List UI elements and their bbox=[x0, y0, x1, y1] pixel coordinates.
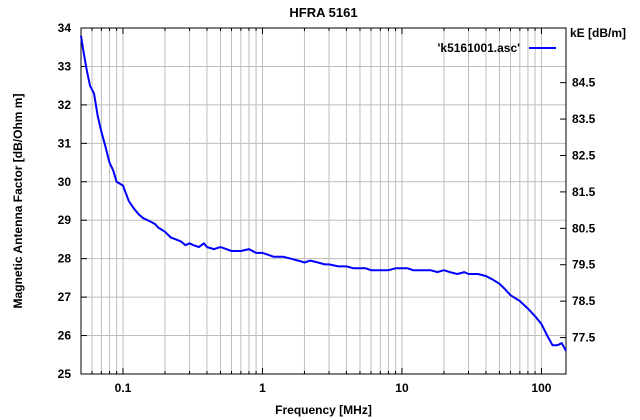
grid-lines bbox=[80, 28, 566, 374]
y-tick-label: 34 bbox=[58, 21, 72, 35]
tick-labels: 25 26 27 28 29 30 31 32 33 34 77.5 78.5 79.5 80.5 81.5… bbox=[58, 21, 596, 395]
x-axis-label: Frequency [MHz] bbox=[275, 403, 372, 417]
y2-tick-label: 80.5 bbox=[572, 221, 596, 235]
series-layer bbox=[80, 35, 567, 352]
y-tick-label: 26 bbox=[58, 329, 72, 343]
y-tick-label: 33 bbox=[58, 59, 72, 73]
y-tick-label: 28 bbox=[58, 252, 72, 266]
y2-tick-label: 82.5 bbox=[572, 148, 596, 162]
legend: 'k5161001.asc' bbox=[438, 41, 556, 55]
chart-title: HFRA 5161 bbox=[289, 5, 357, 20]
x-tick-label: 10 bbox=[395, 381, 409, 395]
y2-tick-label: 79.5 bbox=[572, 258, 596, 272]
y-tick-label: 32 bbox=[58, 98, 72, 112]
legend-label: 'k5161001.asc' bbox=[438, 41, 521, 55]
plot-frame bbox=[80, 27, 567, 375]
y2-tick-label: 81.5 bbox=[572, 185, 596, 199]
y2-axis-label: kE [dB/m] bbox=[570, 26, 626, 40]
x-tick-label: 100 bbox=[531, 381, 551, 395]
axis-ticks bbox=[80, 27, 566, 375]
y2-tick-label: 84.5 bbox=[572, 76, 596, 90]
y-tick-label: 30 bbox=[58, 175, 72, 189]
y-tick-label: 25 bbox=[58, 367, 72, 381]
y-tick-label: 27 bbox=[58, 290, 72, 304]
y-axis-label: Magnetic Antenna Factor [dB/Ohm m] bbox=[11, 94, 25, 309]
y2-tick-label: 78.5 bbox=[572, 294, 596, 308]
x-tick-label: 1 bbox=[259, 381, 266, 395]
series-line bbox=[80, 35, 567, 352]
y2-tick-label: 77.5 bbox=[572, 331, 596, 345]
y2-tick-label: 83.5 bbox=[572, 112, 596, 126]
y-tick-label: 31 bbox=[58, 136, 72, 150]
y-tick-label: 29 bbox=[58, 213, 72, 227]
x-tick-label: 0.1 bbox=[115, 381, 132, 395]
